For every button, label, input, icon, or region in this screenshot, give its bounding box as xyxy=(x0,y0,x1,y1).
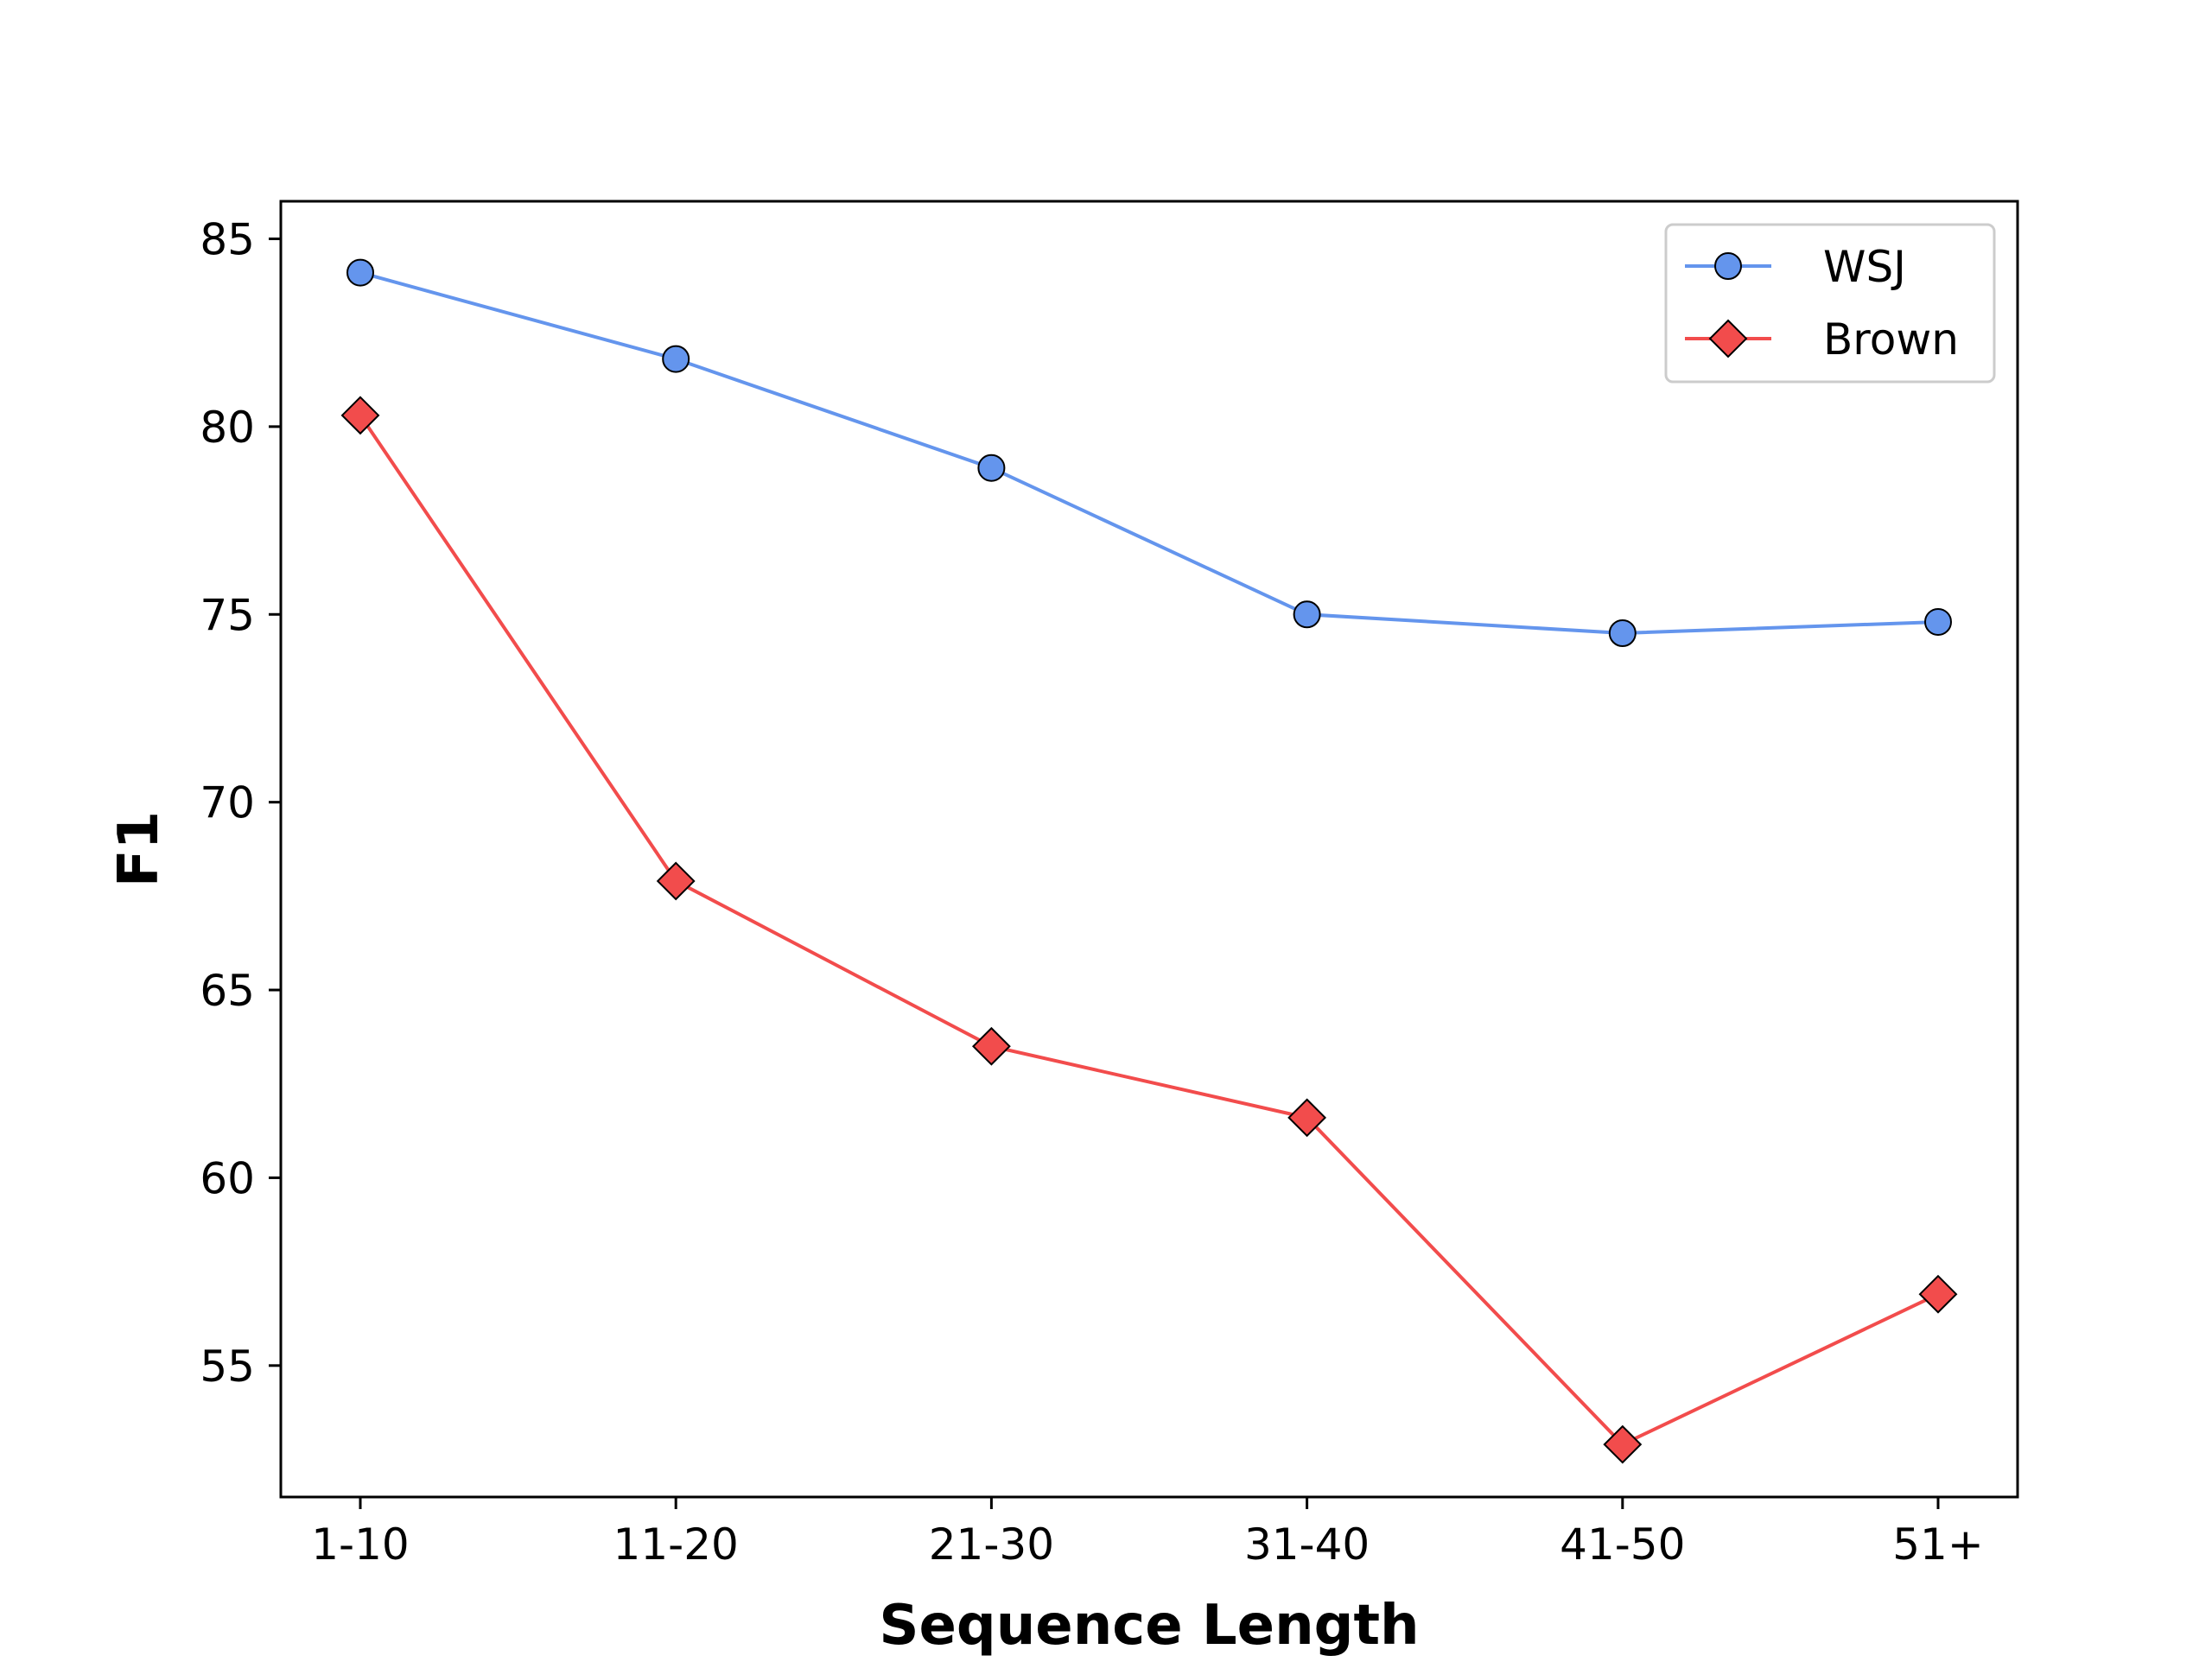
x-axis-title: Sequence Length xyxy=(879,1594,1419,1658)
data-point-brown xyxy=(656,861,696,901)
legend-marker xyxy=(1714,252,1742,280)
x-tick-label: 21-30 xyxy=(929,1519,1054,1570)
data-point-brown xyxy=(1603,1424,1643,1464)
data-point-wsj xyxy=(346,258,374,287)
y-axis-title: F1 xyxy=(107,811,171,887)
data-point-wsj xyxy=(1924,607,1952,636)
legend-item-wsj: WSJ xyxy=(1685,242,1906,292)
data-point-wsj xyxy=(662,345,690,373)
data-point-brown xyxy=(971,1026,1011,1066)
y-axis-ticks: 55 60 65 70 75 80 85 xyxy=(200,214,281,1392)
y-tick-label: 60 xyxy=(200,1153,255,1203)
legend-item-brown: Brown xyxy=(1685,314,1959,365)
x-tick-label: 11-20 xyxy=(613,1519,739,1570)
series-brown xyxy=(340,396,1958,1464)
y-tick-label: 70 xyxy=(200,778,255,828)
x-tick-label: 51+ xyxy=(1892,1519,1984,1570)
legend-box xyxy=(1664,223,1996,384)
series-wsj xyxy=(346,258,1952,647)
y-tick-label: 85 xyxy=(200,214,255,264)
plot-area xyxy=(279,200,2019,1499)
data-point-brown xyxy=(1918,1274,1958,1314)
data-point-brown xyxy=(1287,1098,1327,1138)
x-tick-label: 31-40 xyxy=(1244,1519,1370,1570)
series-line-wsj xyxy=(359,270,1939,636)
y-tick-label: 75 xyxy=(200,590,255,640)
data-point-wsj xyxy=(977,454,1006,482)
data-point-wsj xyxy=(1293,600,1321,629)
x-tick-label: 41-50 xyxy=(1560,1519,1685,1570)
legend-label: Brown xyxy=(1823,314,1959,365)
plot-frame xyxy=(279,200,2019,1499)
legend: WSJ Brown xyxy=(1664,223,1996,384)
x-axis-ticks: 1-10 11-20 21-30 31-40 41-50 51+ xyxy=(311,1497,1984,1570)
y-tick-label: 55 xyxy=(200,1342,255,1392)
legend-label: WSJ xyxy=(1823,242,1906,292)
data-point-wsj xyxy=(1608,619,1637,647)
legend-marker xyxy=(1708,319,1748,358)
y-tick-label: 80 xyxy=(200,403,255,453)
data-point-brown xyxy=(340,396,380,435)
series-line-brown xyxy=(359,414,1939,1447)
x-tick-label: 1-10 xyxy=(311,1519,409,1570)
y-tick-label: 65 xyxy=(200,966,255,1016)
